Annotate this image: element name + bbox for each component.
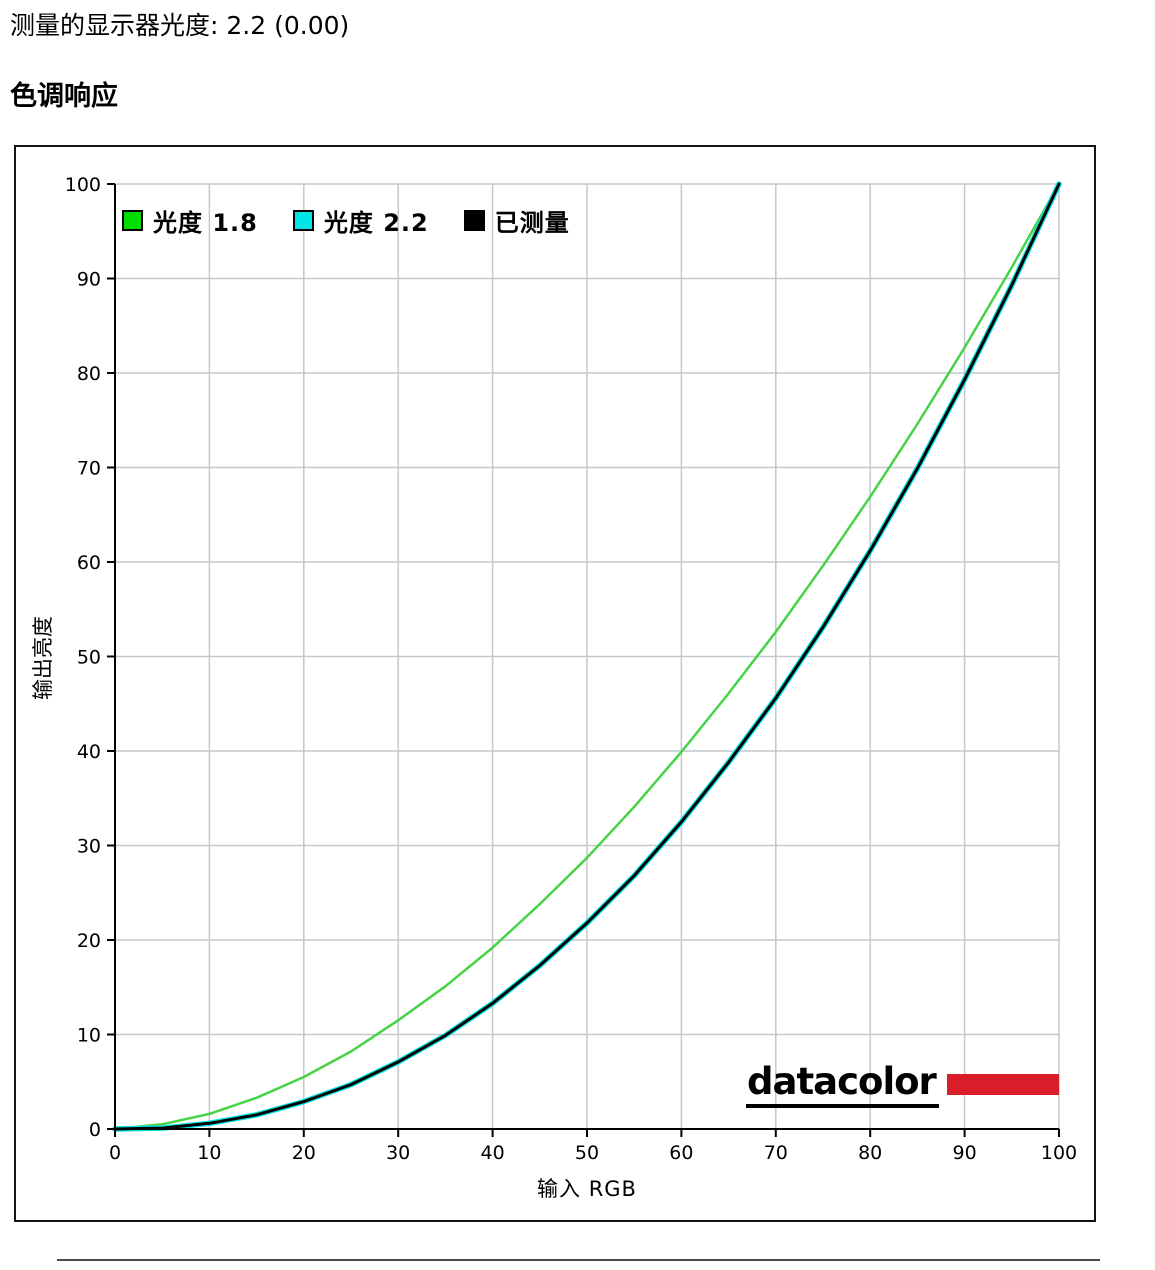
y-tick-label: 30 bbox=[77, 836, 101, 858]
datacolor-logo-text: datacolor bbox=[746, 1062, 939, 1108]
x-tick-label: 100 bbox=[1041, 1142, 1077, 1164]
y-tick-label: 20 bbox=[77, 930, 101, 952]
x-tick-label: 50 bbox=[575, 1142, 599, 1164]
chart-legend: 光度 1.8 光度 2.2 已测量 bbox=[122, 203, 570, 238]
x-tick-label: 0 bbox=[109, 1142, 121, 1164]
datacolor-logo: datacolor bbox=[746, 1062, 1059, 1108]
legend-label: 已测量 bbox=[494, 209, 570, 237]
y-tick-label: 40 bbox=[77, 741, 101, 763]
measured-gamma-value: 2.2 (0.00) bbox=[226, 11, 350, 40]
y-tick-label: 90 bbox=[77, 269, 101, 291]
measured-gamma-text: 测量的显示器光度: 2.2 (0.00) bbox=[10, 6, 349, 42]
x-tick-label: 10 bbox=[197, 1142, 221, 1164]
x-tick-label: 90 bbox=[953, 1142, 977, 1164]
curve-光度 1.8 bbox=[113, 182, 1061, 1131]
x-tick-label: 40 bbox=[481, 1142, 505, 1164]
x-tick-label: 80 bbox=[858, 1142, 882, 1164]
datacolor-bar bbox=[946, 1073, 1059, 1095]
x-tick-label: 60 bbox=[669, 1142, 693, 1164]
legend-swatch-black bbox=[463, 210, 485, 231]
legend-swatch-green bbox=[122, 210, 143, 231]
section-title: 色调响应 bbox=[10, 81, 118, 112]
legend-label: 光度 1.8 bbox=[153, 209, 258, 237]
legend-swatch-cyan bbox=[292, 210, 314, 231]
legend-item-gamma-2-2: 光度 2.2 bbox=[292, 203, 429, 238]
y-tick-label: 10 bbox=[77, 1025, 101, 1047]
x-tick-label: 70 bbox=[764, 1142, 788, 1164]
curve-已测量 bbox=[113, 182, 1061, 1131]
legend-label: 光度 2.2 bbox=[323, 209, 429, 237]
y-tick-label: 80 bbox=[77, 363, 101, 385]
y-tick-label: 50 bbox=[77, 647, 101, 669]
legend-item-gamma-1-8: 光度 1.8 bbox=[122, 203, 258, 238]
y-tick-label: 100 bbox=[65, 174, 101, 196]
measured-gamma-label: 测量的显示器光度: bbox=[10, 11, 219, 40]
chart-plot-area: 0 10 20 30 40 50 60 70 80 90 100 0 10 20 30 40 50 60 70 80 9… bbox=[65, 174, 1077, 1164]
bottom-divider bbox=[57, 1259, 1100, 1261]
y-tick-label: 70 bbox=[77, 458, 101, 480]
tone-response-chart: 0 10 20 30 40 50 60 70 80 90 100 0 10 20 30 40 50 60 70 80 9… bbox=[14, 145, 1096, 1222]
y-tick-label: 60 bbox=[77, 552, 101, 574]
y-tick-label: 0 bbox=[89, 1119, 101, 1141]
x-tick-label: 20 bbox=[292, 1142, 316, 1164]
x-tick-label: 30 bbox=[386, 1142, 410, 1164]
legend-item-measured: 已测量 bbox=[463, 203, 570, 238]
x-axis-label: 输入 RGB bbox=[537, 1177, 637, 1201]
y-axis-label: 输出亮度 bbox=[31, 616, 55, 700]
